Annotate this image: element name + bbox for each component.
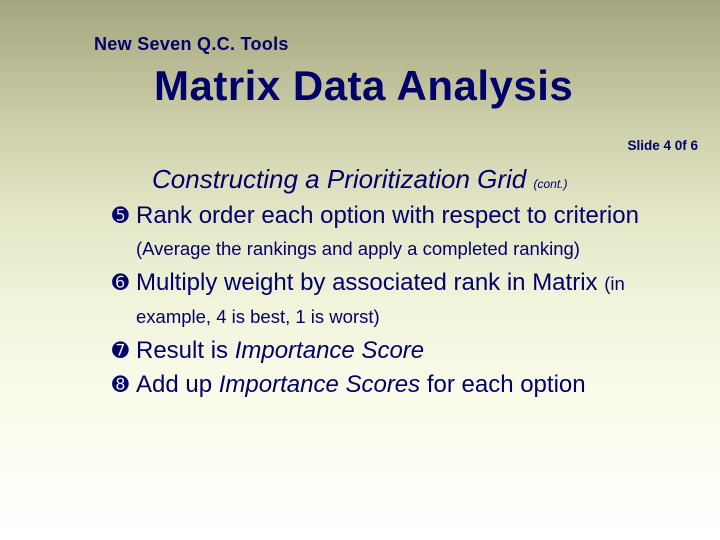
list-item: ➏ Multiply weight by associated rank in … [112, 267, 692, 333]
item-8-text: Add up Importance Scores for each option [136, 369, 692, 401]
bullet-6-icon: ➏ [112, 267, 136, 299]
bullet-5-icon: ➎ [112, 200, 136, 232]
header-big: Matrix Data Analysis [154, 62, 573, 110]
list-item: ➑ Add up Importance Scores for each opti… [112, 369, 692, 401]
item-7-a: Result is [136, 337, 235, 364]
item-8-b: Importance Scores [219, 371, 420, 398]
item-6-text: Multiply weight by associated rank in Ma… [136, 267, 692, 333]
item-5-note: (Average the rankings and apply a comple… [136, 238, 580, 259]
item-5-text: Rank order each option with respect to c… [136, 200, 692, 265]
list-item: ➐ Result is Importance Score [112, 335, 692, 367]
bullet-8-icon: ➑ [112, 369, 136, 401]
subtitle-main: Constructing a Prioritization Grid [152, 164, 526, 194]
slide: New Seven Q.C. Tools Matrix Data Analysi… [0, 0, 720, 540]
list-item: ➎ Rank order each option with respect to… [112, 200, 692, 265]
item-7-text: Result is Importance Score [136, 335, 692, 367]
subtitle: Constructing a Prioritization Grid (cont… [152, 164, 568, 195]
item-8-a: Add up [136, 371, 219, 398]
bullet-7-icon: ➐ [112, 335, 136, 367]
item-7-b: Importance Score [235, 337, 424, 364]
item-6-main: Multiply weight by associated rank in Ma… [136, 269, 604, 296]
item-8-c: for each option [420, 371, 585, 398]
item-5-main: Rank order each option with respect to c… [136, 202, 639, 229]
slide-number: Slide 4 0f 6 [627, 138, 698, 153]
header-small: New Seven Q.C. Tools [94, 34, 289, 55]
body-list: ➎ Rank order each option with respect to… [112, 200, 692, 403]
subtitle-cont: (cont.) [534, 177, 568, 191]
